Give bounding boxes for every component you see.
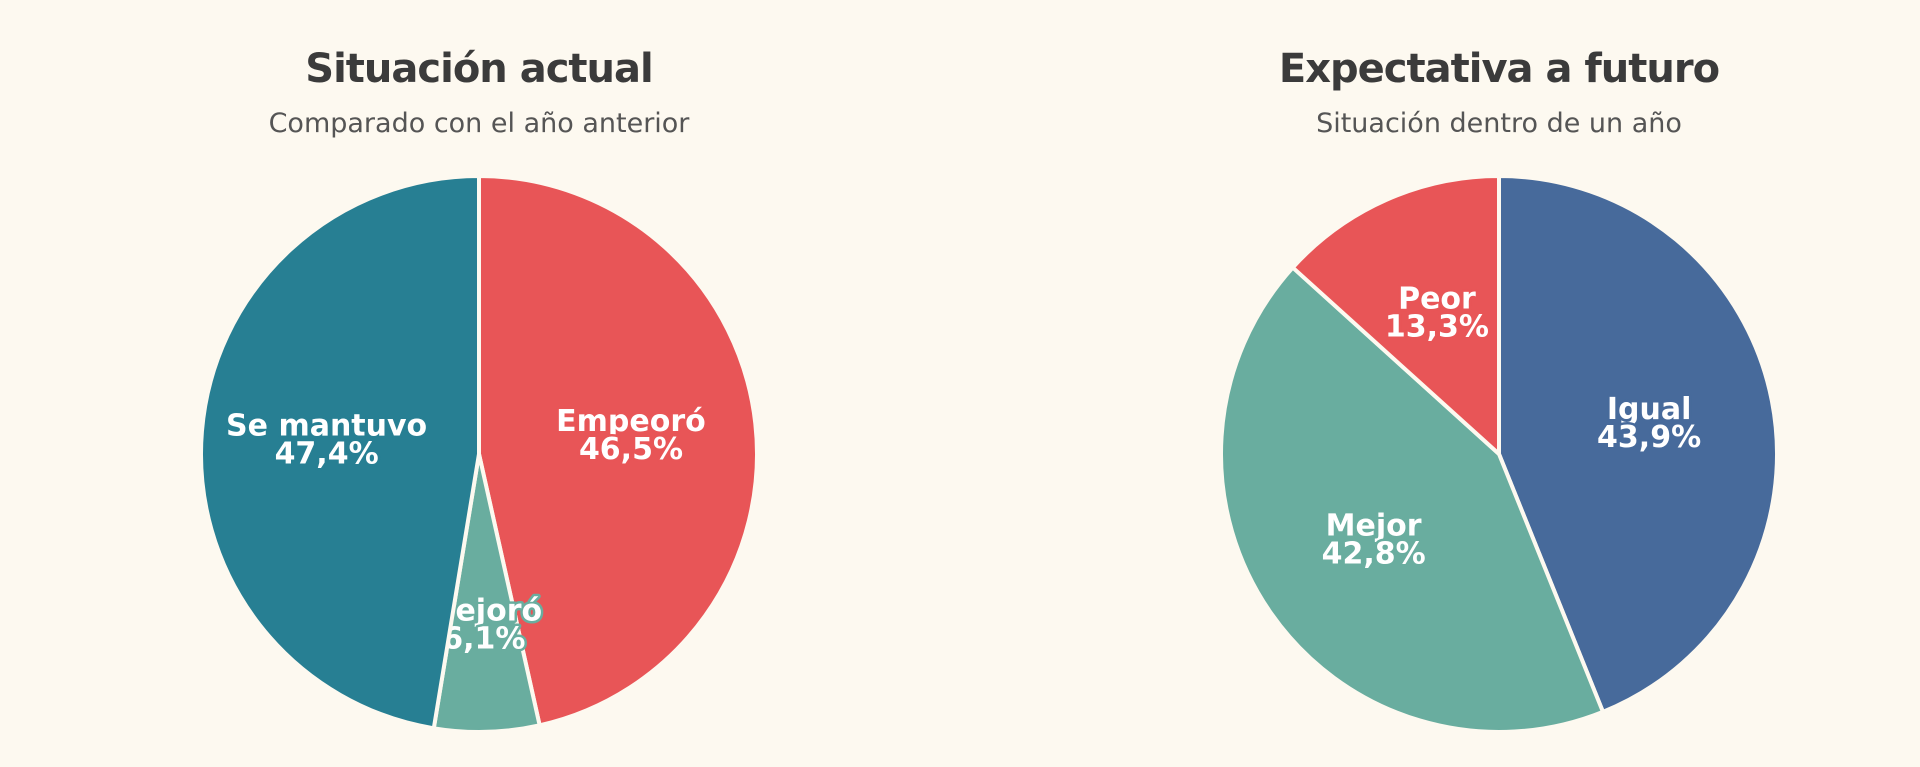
slice-value-label: 46,5%: [579, 432, 683, 467]
slice-category: Mejor: [1326, 509, 1422, 544]
slice-category: Empeoró: [556, 404, 706, 439]
slice-category: Se mantuvo: [226, 409, 427, 444]
slice-value-label: 42,8%: [1322, 537, 1426, 572]
chart-subtitle: Comparado con el año anterior: [269, 108, 691, 139]
chart-subtitle: Situación dentro de un año: [1316, 108, 1682, 139]
slice-value-label: 13,3%: [1385, 309, 1489, 344]
pie-chart: Situación actual Comparado con el año ant…: [199, 46, 759, 734]
slice-value-label: 6,1%: [442, 621, 525, 656]
pie-slice: [1219, 265, 1605, 734]
slice-category: Peor: [1398, 281, 1476, 316]
pie-slice: [1497, 174, 1779, 714]
slice-category: Igual: [1607, 392, 1692, 427]
pie-slice: [1290, 174, 1501, 456]
pie-slice: [477, 174, 759, 728]
chart-title: Expectativa a futuro: [1279, 46, 1719, 92]
pie-slice: [199, 174, 481, 731]
pie-chart: Expectativa a futuro Situación dentro de …: [1219, 46, 1779, 734]
chart-title: Situación actual: [305, 46, 652, 92]
slice-value-label: 47,4%: [275, 437, 379, 472]
slice-value-label: 43,9%: [1597, 420, 1701, 455]
